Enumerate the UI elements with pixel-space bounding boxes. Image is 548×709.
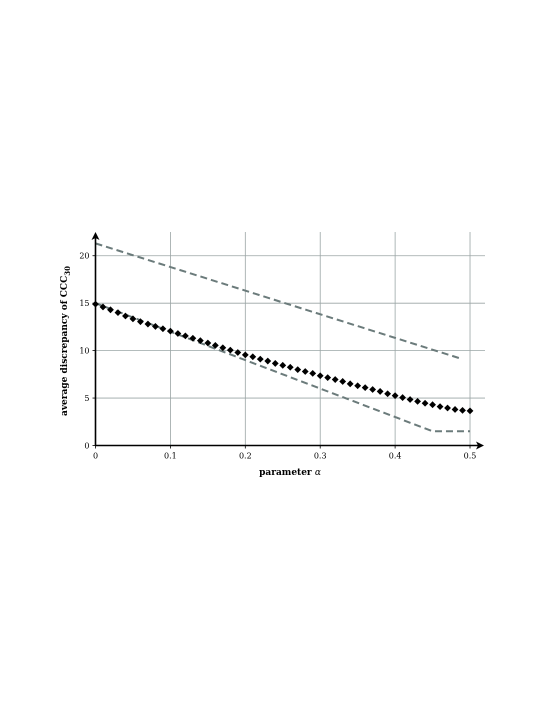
- data-point: [264, 357, 272, 365]
- y-tick-label: 10: [79, 347, 89, 356]
- series-layer: [95, 242, 471, 433]
- x-axis-label-symbol: α: [315, 468, 321, 478]
- data-point: [211, 341, 219, 349]
- data-point: [196, 337, 204, 345]
- data-point: [451, 406, 459, 413]
- data-point: [114, 309, 122, 317]
- y-tick-label: 0: [84, 442, 89, 451]
- data-point: [279, 361, 287, 369]
- data-point: [219, 344, 227, 352]
- x-tick-label: 0: [93, 452, 98, 461]
- data-point: [436, 403, 444, 410]
- data-point: [444, 404, 451, 412]
- data-point: [159, 325, 167, 333]
- data-point: [421, 399, 429, 407]
- x-axis-label: parameter α: [259, 468, 321, 478]
- x-tick-label: 0.4: [389, 452, 402, 461]
- markers-layer: [92, 300, 474, 415]
- data-point: [406, 396, 414, 403]
- data-point: [361, 384, 369, 392]
- data-point: [167, 327, 174, 335]
- dashed-bound-line: [95, 242, 463, 361]
- x-tick-label: 0.5: [464, 452, 477, 461]
- data-point: [331, 376, 339, 383]
- data-point: [384, 390, 392, 398]
- data-point: [99, 303, 107, 311]
- grid: [95, 232, 485, 446]
- data-point: [189, 334, 197, 342]
- data-point: [271, 360, 279, 367]
- data-point: [122, 312, 129, 320]
- data-point: [399, 394, 407, 401]
- x-tick-labels: 0 0.1 0.2 0.3 0.4 0.5: [93, 445, 477, 461]
- data-point: [129, 315, 137, 323]
- data-point: [249, 353, 257, 361]
- x-axis-arrow: [476, 441, 484, 450]
- data-point: [339, 378, 347, 385]
- data-point: [204, 339, 212, 347]
- y-tick-label: 5: [84, 394, 89, 403]
- y-axis-arrow: [91, 232, 100, 240]
- data-point: [256, 355, 264, 363]
- data-point: [181, 332, 189, 340]
- y-tick-label: 20: [79, 252, 89, 261]
- y-axis-label: average discrepancy of CCC30: [60, 266, 72, 416]
- data-point: [309, 369, 317, 377]
- data-point: [354, 382, 362, 390]
- data-point: [107, 306, 114, 314]
- axes: [91, 232, 484, 450]
- data-point: [294, 366, 302, 373]
- y-tick-label: 15: [79, 299, 89, 308]
- x-tick-label: 0.1: [164, 452, 177, 461]
- data-point: [152, 323, 159, 330]
- data-point: [346, 380, 354, 388]
- x-tick-label: 0.2: [239, 452, 252, 461]
- data-point: [429, 401, 436, 409]
- data-point: [286, 363, 294, 371]
- data-point: [391, 392, 399, 400]
- y-tick-labels: 0 5 10 15 20: [79, 252, 96, 451]
- data-point: [241, 351, 249, 359]
- data-point: [137, 318, 144, 326]
- y-axis-label-sub: 30: [63, 266, 72, 276]
- data-point: [324, 374, 332, 382]
- data-point: [234, 349, 242, 356]
- data-point: [376, 388, 384, 395]
- x-tick-label: 0.3: [314, 452, 327, 461]
- data-point: [316, 372, 324, 380]
- data-point: [459, 406, 466, 414]
- data-point: [144, 320, 152, 328]
- data-point: [301, 368, 309, 375]
- data-point: [414, 397, 421, 405]
- data-point: [174, 330, 182, 337]
- dashed-bound-line: [95, 302, 471, 433]
- data-point: [226, 346, 234, 354]
- data-point: [369, 386, 377, 393]
- data-point: [466, 407, 474, 415]
